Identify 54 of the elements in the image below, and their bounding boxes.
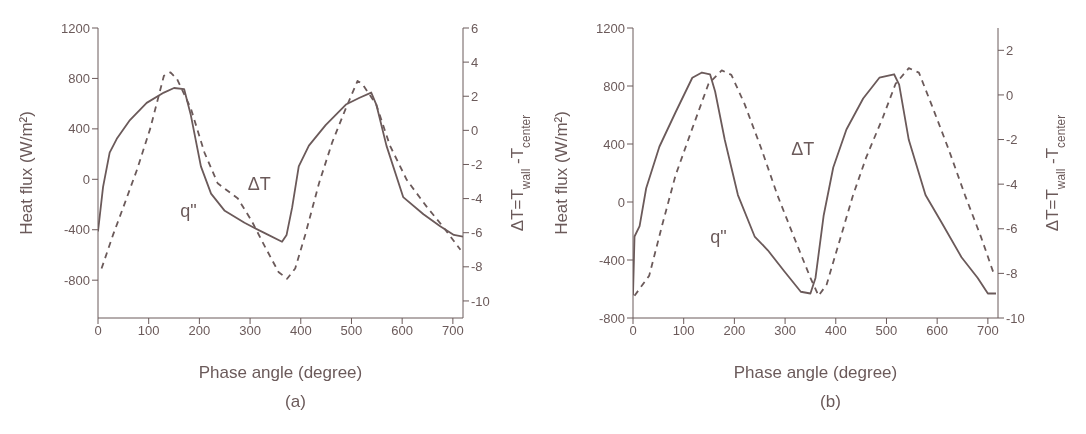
x-tick-label: 200 [723, 323, 746, 339]
y2-tick-label: 0 [1006, 87, 1014, 103]
y-tick-label: 1200 [61, 20, 90, 36]
y-tick-label: 400 [603, 136, 625, 152]
x-axis-title: Phase angle (degree) [198, 363, 363, 382]
series-label: ΔT [791, 138, 815, 159]
y2-tick-label: -2 [471, 157, 483, 173]
x-tick-label: 600 [391, 323, 414, 339]
x-tick-label: 0 [94, 323, 102, 339]
series-label: q" [180, 201, 197, 222]
x-tick-label: 500 [340, 323, 363, 339]
y2-tick-label: -8 [471, 259, 483, 275]
y2-tick-label: -6 [1006, 221, 1018, 237]
x-tick-label: 400 [824, 323, 847, 339]
y-axis-title: Heat flux (W/m²) [17, 111, 36, 235]
x-tick-label: 100 [672, 323, 695, 339]
y-tick-label: 1200 [596, 20, 625, 36]
series-label: ΔT [247, 173, 271, 194]
y2-tick-label: -10 [471, 293, 490, 309]
y-tick-label: 800 [68, 71, 90, 87]
y-axis-title: Heat flux (W/m²) [552, 111, 571, 235]
y2-tick-label: -10 [1006, 310, 1025, 326]
y2-tick-label: 2 [471, 88, 479, 104]
y-tick-label: -400 [598, 252, 625, 268]
y2-tick-label: -8 [1006, 266, 1018, 281]
series-label: q" [710, 226, 727, 247]
y-tick-label: -800 [63, 272, 90, 288]
y-tick-label: -800 [598, 310, 625, 326]
y-tick-label: 800 [603, 78, 625, 94]
y2-tick-label: -2 [1006, 132, 1018, 148]
x-tick-label: 600 [926, 323, 949, 339]
y-tick-label: 400 [68, 121, 90, 137]
x-tick-label: 300 [239, 323, 261, 339]
y2-tick-label: 4 [471, 54, 479, 70]
text: (b) [819, 392, 842, 412]
y-tick-label: -400 [63, 222, 90, 238]
y-tick-label: 0 [617, 194, 625, 210]
x-tick-label: 0 [629, 323, 637, 339]
x-tick-label: 700 [977, 323, 999, 339]
y2-tick-label: -6 [471, 225, 483, 241]
y2-tick-label: -4 [471, 191, 483, 207]
y-tick-label: 0 [82, 171, 90, 187]
x-axis-title: Phase angle (degree) [733, 363, 898, 382]
x-tick-label: 200 [188, 323, 211, 339]
y2-tick-label: 2 [1006, 42, 1014, 58]
y2-tick-label: 6 [471, 20, 479, 36]
y2-tick-label: -4 [1006, 176, 1018, 192]
x-tick-label: 500 [875, 323, 898, 339]
x-tick-label: 300 [774, 323, 796, 339]
x-tick-label: 400 [289, 323, 312, 339]
y2-tick-label: 0 [471, 122, 479, 138]
x-tick-label: 700 [442, 323, 464, 339]
x-tick-label: 100 [137, 323, 160, 339]
text: (a) [284, 392, 307, 412]
